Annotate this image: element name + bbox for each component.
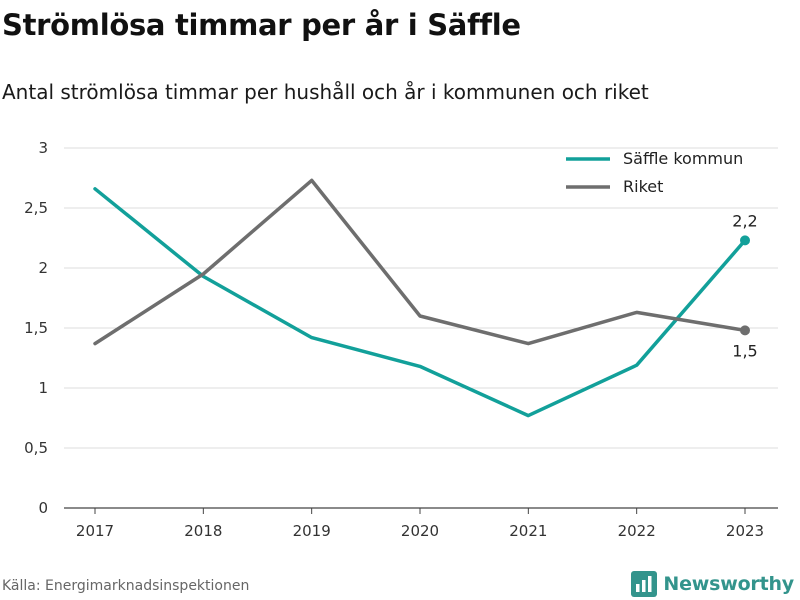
x-tick-label: 2022 [618,522,656,540]
legend-label: Riket [623,177,663,196]
chart-title: Strömlösa timmar per år i Säffle [2,8,521,42]
y-tick-label: 1,5 [24,319,48,337]
y-tick-label: 0,5 [24,439,48,457]
y-tick-label: 2 [38,259,48,277]
brand-logo: Newsworthy [631,570,794,598]
y-tick-label: 1 [38,379,48,397]
x-tick-label: 2019 [293,522,331,540]
x-tick-label: 2023 [726,522,764,540]
y-tick-label: 0 [38,499,48,517]
series-end-point [740,325,750,336]
line-chart: 0 0,5 1 1,5 2 2,5 3 2017 2018 2019 2020 2021 2022 202… [24,139,778,540]
x-tick-label: 2017 [76,522,114,540]
chart-subtitle: Antal strömlösa timmar per hushåll och å… [2,80,649,104]
series-line [93,178,747,346]
y-tick-label: 3 [38,139,48,157]
bar-chart-icon [631,571,658,597]
x-tick-label: 2018 [184,522,222,540]
x-tick-label: 2021 [509,522,547,540]
data-label: 2,2 [732,211,757,230]
source-note: Källa: Energimarknadsinspektionen [2,578,250,594]
legend-label: Säffle kommun [623,149,743,168]
data-label: 1,5 [732,341,757,360]
x-tick-label: 2020 [401,522,439,540]
series-line [93,187,747,418]
brand-name: Newsworthy [663,573,794,595]
y-tick-label: 2,5 [24,199,48,217]
series-end-point [740,235,750,246]
